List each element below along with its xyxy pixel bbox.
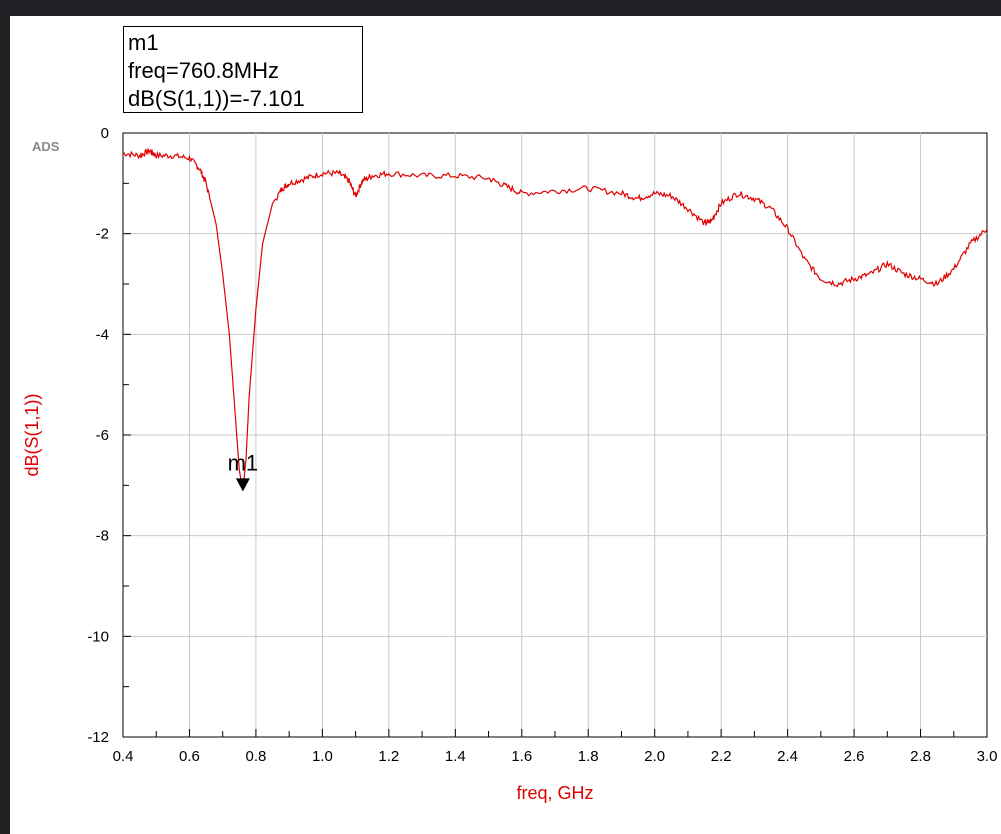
x-tick-label: 2.2 bbox=[711, 748, 732, 765]
marker-readout-freq: freq=760.8MHz bbox=[128, 58, 280, 83]
marker-m1-triangle bbox=[235, 478, 250, 492]
s11-series-line bbox=[122, 148, 988, 491]
marker-m1-label: m1 bbox=[228, 450, 259, 475]
x-tick-label: 1.8 bbox=[578, 748, 599, 765]
x-tick-label: 0.4 bbox=[113, 748, 134, 765]
x-tick-label: 1.2 bbox=[378, 748, 399, 765]
plot-panel: m1 freq=760.8MHz dB(S(1,1))=-7.101 ADS 0… bbox=[10, 16, 1001, 834]
y-tick-label: -4 bbox=[96, 326, 109, 343]
x-tick-label: 1.0 bbox=[312, 748, 333, 765]
y-tick-label: -2 bbox=[96, 226, 109, 243]
y-tick-label: 0 bbox=[101, 125, 109, 142]
x-tick-label: 1.6 bbox=[511, 748, 532, 765]
x-tick-label: 1.4 bbox=[445, 748, 466, 765]
x-tick-label: 2.0 bbox=[644, 748, 665, 765]
y-tick-label: -10 bbox=[87, 628, 109, 645]
x-axis-label: freq, GHz bbox=[516, 783, 593, 803]
x-tick-label: 2.4 bbox=[777, 748, 798, 765]
x-tick-label: 0.6 bbox=[179, 748, 200, 765]
y-tick-label: -12 bbox=[87, 729, 109, 746]
y-tick-label: -6 bbox=[96, 427, 109, 444]
marker-readout-box[interactable]: m1 freq=760.8MHz dB(S(1,1))=-7.101 bbox=[123, 26, 363, 113]
y-axis-label: dB(S(1,1)) bbox=[22, 393, 42, 476]
marker-readout-value: dB(S(1,1))=-7.101 bbox=[128, 86, 305, 111]
x-tick-label: 2.8 bbox=[910, 748, 931, 765]
s11-chart: 0.4 0.6 0.8 1.0 1.2 1.4 1.6 1.8 2.0 2.2 2.4 2.6 2.8 3… bbox=[22, 125, 998, 803]
x-tick-label: 2.6 bbox=[844, 748, 865, 765]
x-tick-label: 0.8 bbox=[245, 748, 266, 765]
ads-logo: ADS bbox=[32, 139, 60, 154]
x-tick-label: 3.0 bbox=[977, 748, 998, 765]
marker-readout-name: m1 bbox=[128, 30, 159, 55]
y-tick-label: -8 bbox=[96, 528, 109, 545]
